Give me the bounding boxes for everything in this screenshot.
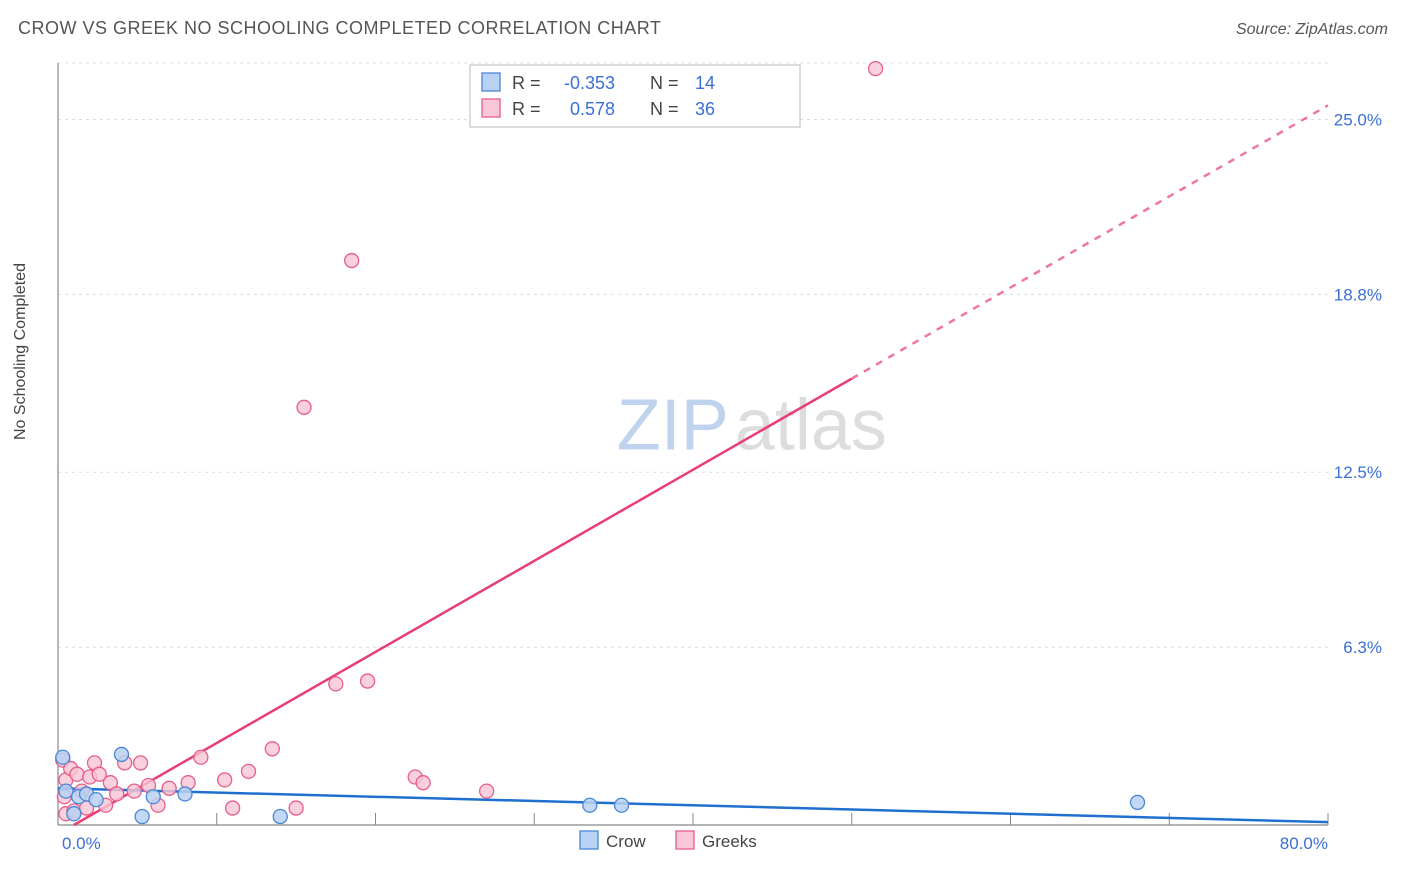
chart-area: ZIPatlas 0.0% 80.0% 6.3% 12.5% 18.8% 25.0% R = -… bbox=[50, 55, 1390, 855]
svg-text:-0.353: -0.353 bbox=[564, 73, 615, 93]
svg-text:14: 14 bbox=[695, 73, 715, 93]
svg-text:0.578: 0.578 bbox=[570, 99, 615, 119]
svg-text:N =: N = bbox=[650, 73, 679, 93]
svg-text:25.0%: 25.0% bbox=[1334, 110, 1382, 129]
svg-text:80.0%: 80.0% bbox=[1280, 834, 1328, 853]
svg-text:atlas: atlas bbox=[735, 386, 887, 466]
svg-text:0.0%: 0.0% bbox=[62, 834, 101, 853]
y-axis-label: No Schooling Completed bbox=[12, 263, 30, 440]
svg-text:36: 36 bbox=[695, 99, 715, 119]
chart-title: CROW VS GREEK NO SCHOOLING COMPLETED COR… bbox=[18, 18, 661, 39]
svg-text:Greeks: Greeks bbox=[702, 832, 757, 851]
svg-text:R =: R = bbox=[512, 73, 541, 93]
svg-text:6.3%: 6.3% bbox=[1343, 638, 1382, 657]
svg-text:Crow: Crow bbox=[606, 832, 646, 851]
svg-text:ZIP: ZIP bbox=[617, 386, 729, 466]
scatter-chart: ZIPatlas 0.0% 80.0% 6.3% 12.5% 18.8% 25.0% R = -… bbox=[50, 55, 1390, 855]
source-label: Source: ZipAtlas.com bbox=[1236, 21, 1388, 39]
svg-text:N =: N = bbox=[650, 99, 679, 119]
svg-text:18.8%: 18.8% bbox=[1334, 285, 1382, 304]
svg-text:R =: R = bbox=[512, 99, 541, 119]
svg-text:12.5%: 12.5% bbox=[1334, 463, 1382, 482]
